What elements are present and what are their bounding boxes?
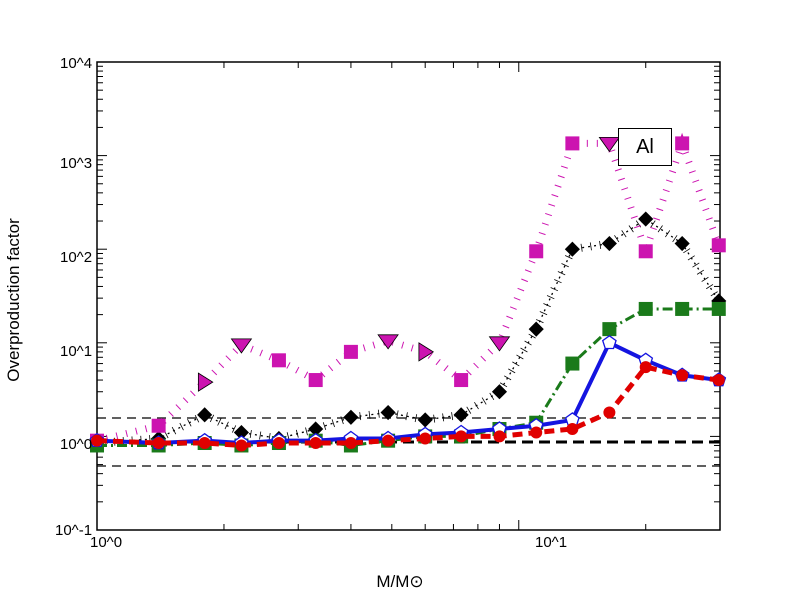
y-axis-label: Overproduction factor xyxy=(4,218,24,381)
y-tick-0: 10^-1 xyxy=(55,522,92,539)
x-axis-label: M/M⊙ xyxy=(376,572,423,592)
series-magenta-line xyxy=(90,136,726,447)
y-tick-2: 10^1 xyxy=(60,343,92,360)
chart-svg xyxy=(0,0,800,600)
y-tick-4: 10^3 xyxy=(60,155,92,172)
x-tick-0: 10^0 xyxy=(90,534,122,551)
al-annotation-box: Al xyxy=(618,128,672,166)
chart-container: Overproduction factor M/M⊙ 10^0 10^1 10^… xyxy=(0,0,800,600)
x-tick-1: 10^1 xyxy=(535,534,567,551)
series-blue-pentagon-line xyxy=(90,336,725,449)
y-tick-1: 10^0 xyxy=(60,436,92,453)
y-tick-3: 10^2 xyxy=(60,249,92,266)
series-red-circle-line xyxy=(91,361,725,451)
series-green-square-line xyxy=(90,302,726,453)
y-tick-5: 10^4 xyxy=(60,55,92,72)
series-black-diamond-line xyxy=(90,212,726,450)
